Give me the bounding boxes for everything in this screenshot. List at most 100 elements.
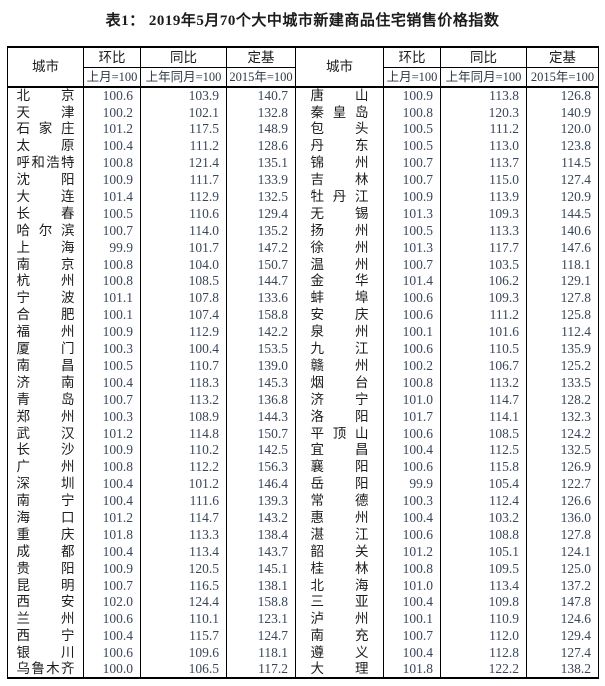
yoy-cell-left: 120.5: [140, 559, 227, 577]
yoy-cell-right: 110.5: [440, 340, 527, 358]
city-cell-right: 秦皇岛: [295, 103, 384, 121]
city-cell-left: 上海: [7, 239, 84, 256]
mom-cell-right: 100.8: [383, 103, 441, 121]
yoy-cell-right: 106.2: [440, 272, 527, 290]
table-row: 福州 100.9 112.9 142.2 泉州 100.1 101.6 112.4: [7, 323, 599, 341]
fixed-cell-right: 129.4: [526, 627, 599, 645]
table-row: 青岛 100.7 113.2 136.8 济宁 101.0 114.7 128.2: [7, 391, 599, 408]
city-name: 锦州: [310, 155, 369, 171]
city-name: 深圳: [16, 476, 75, 492]
yoy-cell-left: 102.1: [140, 103, 227, 121]
city-name: 南充: [310, 628, 369, 644]
fixed-cell-left: 145.3: [226, 374, 296, 392]
header-mom-base-left: 上月=100: [83, 67, 141, 88]
fixed-cell-left: 144.3: [226, 407, 296, 425]
city-cell-left: 厦门: [7, 340, 84, 358]
table-row: 哈尔滨 100.7 114.0 135.2 扬州 100.5 113.3 140.6: [7, 222, 599, 240]
header-city-left: 城市: [7, 47, 84, 88]
yoy-cell-left: 113.2: [140, 391, 227, 408]
header-fixed-base-right: 2015年=100: [526, 67, 599, 88]
city-cell-right: 宜昌: [295, 441, 384, 459]
city-cell-right: 韶关: [295, 543, 384, 560]
yoy-cell-left: 101.7: [140, 239, 227, 256]
yoy-cell-left: 114.0: [140, 222, 227, 240]
fixed-cell-right: 126.9: [526, 458, 599, 476]
city-name: 重庆: [16, 526, 75, 542]
mom-cell-left: 100.5: [83, 205, 141, 223]
yoy-cell-right: 113.3: [440, 222, 527, 240]
fixed-cell-left: 135.2: [226, 222, 296, 240]
city-cell-right: 丹东: [295, 137, 384, 155]
city-name: 哈尔滨: [16, 222, 75, 238]
city-name: 呼和浩特: [16, 155, 75, 171]
mom-cell-left: 100.9: [83, 171, 141, 189]
mom-cell-right: 100.7: [383, 255, 441, 273]
table-row: 杭州 100.8 108.5 144.7 金华 101.4 106.2 129.1: [7, 272, 599, 290]
yoy-cell-right: 122.2: [440, 661, 527, 679]
city-name: 福州: [16, 324, 75, 340]
city-name: 石家庄: [16, 121, 75, 137]
fixed-cell-left: 158.8: [226, 306, 296, 324]
city-cell-left: 哈尔滨: [7, 222, 84, 240]
table-row: 太原 100.4 111.2 128.6 丹东 100.5 113.0 123.8: [7, 137, 599, 155]
yoy-cell-left: 110.1: [140, 610, 227, 628]
city-name: 郑州: [16, 408, 75, 424]
header-yoy-base-right: 上年同月=100: [440, 67, 527, 88]
city-cell-right: 遵义: [295, 644, 384, 662]
fixed-cell-left: 128.6: [226, 137, 296, 155]
city-name: 南昌: [16, 357, 75, 373]
yoy-cell-right: 114.1: [440, 407, 527, 425]
mom-cell-left: 101.2: [83, 424, 141, 442]
city-name: 牡丹江: [310, 189, 369, 205]
city-name: 韶关: [310, 543, 369, 559]
yoy-cell-left: 115.7: [140, 627, 227, 645]
table-row: 成都 100.4 113.4 143.7 韶关 101.2 105.1 124.1: [7, 543, 599, 560]
fixed-cell-right: 136.0: [526, 509, 599, 527]
fixed-cell-left: 133.6: [226, 289, 296, 307]
yoy-cell-left: 104.0: [140, 255, 227, 273]
mom-cell-left: 100.4: [83, 137, 141, 155]
city-cell-left: 海口: [7, 509, 84, 527]
city-name: 广州: [16, 459, 75, 475]
city-name: 无锡: [310, 205, 369, 221]
yoy-cell-left: 110.6: [140, 205, 227, 223]
yoy-cell-right: 109.5: [440, 559, 527, 577]
fixed-cell-right: 144.5: [526, 205, 599, 223]
table-row: 重庆 101.8 113.3 138.4 湛江 100.6 108.8 127.8: [7, 526, 599, 544]
city-cell-right: 无锡: [295, 205, 384, 223]
city-name: 徐州: [310, 239, 369, 255]
mom-cell-right: 100.5: [383, 137, 441, 155]
mom-cell-right: 100.6: [383, 306, 441, 324]
city-name: 大理: [310, 661, 369, 677]
mom-cell-left: 100.4: [83, 627, 141, 645]
mom-cell-left: 100.6: [83, 644, 141, 662]
mom-cell-right: 100.6: [383, 458, 441, 476]
yoy-cell-right: 113.7: [440, 154, 527, 172]
table-row: 银川 100.6 109.6 118.1 遵义 100.4 112.8 127.4: [7, 644, 599, 662]
city-name: 温州: [310, 256, 369, 272]
fixed-cell-left: 153.5: [226, 340, 296, 358]
yoy-cell-right: 111.2: [440, 120, 527, 138]
city-name: 南京: [16, 256, 75, 272]
mom-cell-left: 102.0: [83, 593, 141, 611]
mom-cell-left: 101.2: [83, 120, 141, 138]
table-row: 南宁 100.4 111.6 139.3 常德 100.3 112.4 126.6: [7, 492, 599, 510]
fixed-cell-left: 132.8: [226, 103, 296, 121]
mom-cell-left: 100.9: [83, 559, 141, 577]
yoy-cell-left: 121.4: [140, 154, 227, 172]
city-cell-left: 广州: [7, 458, 84, 476]
fixed-cell-right: 124.2: [526, 424, 599, 442]
city-cell-right: 惠州: [295, 509, 384, 527]
table-row: 天津 100.2 102.1 132.8 秦皇岛 100.8 120.3 140.9: [7, 103, 599, 121]
header-mom-left: 环比: [83, 47, 141, 68]
fixed-cell-right: 138.2: [526, 661, 599, 679]
table-row: 西宁 100.4 115.7 124.7 南充 100.7 112.0 129.4: [7, 627, 599, 645]
yoy-cell-right: 105.4: [440, 475, 527, 493]
yoy-cell-right: 109.8: [440, 593, 527, 611]
city-cell-left: 宁波: [7, 289, 84, 307]
yoy-cell-left: 116.5: [140, 576, 227, 594]
mom-cell-left: 100.8: [83, 255, 141, 273]
fixed-cell-left: 158.8: [226, 593, 296, 611]
city-cell-left: 天津: [7, 103, 84, 121]
city-cell-right: 洛阳: [295, 407, 384, 425]
